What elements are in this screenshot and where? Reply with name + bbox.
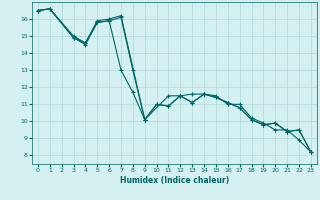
X-axis label: Humidex (Indice chaleur): Humidex (Indice chaleur) xyxy=(120,176,229,185)
